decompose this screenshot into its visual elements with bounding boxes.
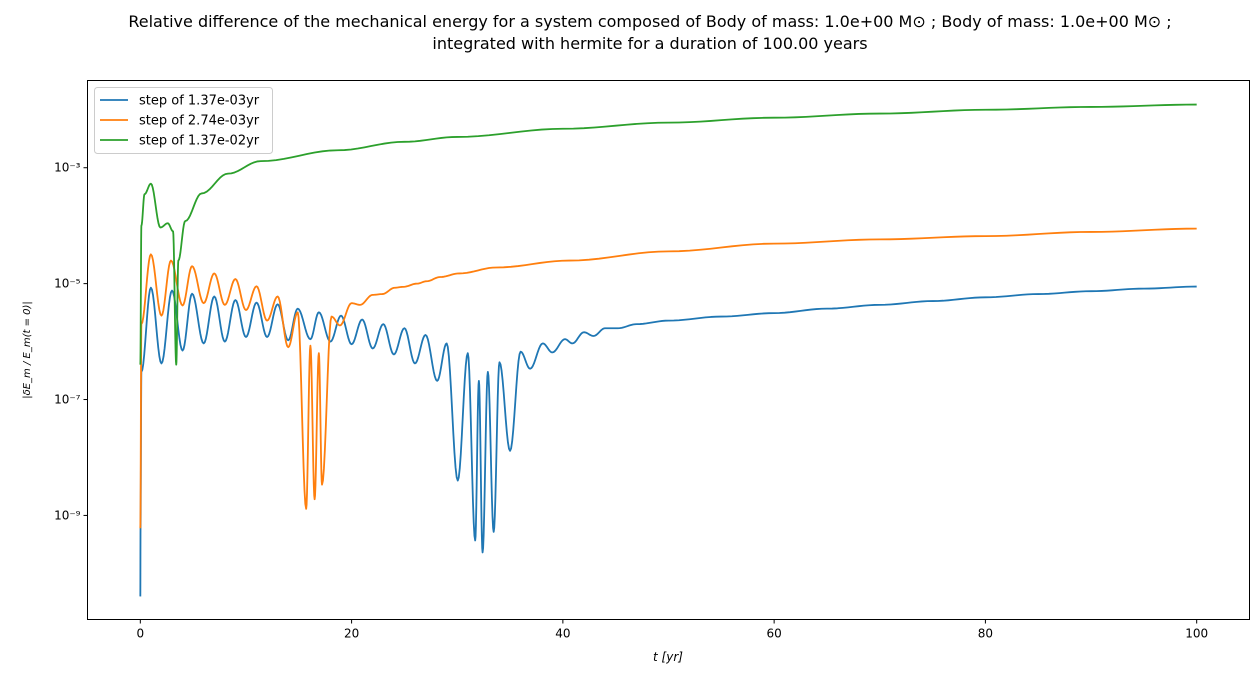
x-tick-label: 40: [555, 627, 570, 641]
legend-label-2: step of 2.74e-03yr: [139, 114, 260, 129]
y-tick-label: 10⁻⁷: [54, 393, 81, 407]
legend-box: [94, 87, 273, 154]
legend: step of 1.37e-03yr step of 2.74e-03yr step…: [94, 87, 273, 154]
x-tick-label: 100: [1185, 627, 1208, 641]
legend-label-1: step of 1.37e-03yr: [139, 94, 260, 109]
y-tick-label: 10⁻³: [54, 161, 81, 175]
x-axis-label: t [yr]: [653, 650, 683, 664]
series-line-3: [139, 103, 1197, 366]
series-layer: [139, 103, 1197, 597]
y-axis: 10⁻⁹ 10⁻⁷ 10⁻⁵ 10⁻³: [54, 161, 88, 522]
series-line-2: [139, 227, 1197, 529]
x-axis: 0 20 40 60 80 100: [136, 619, 1208, 641]
plot-frame: [87, 80, 1250, 620]
legend-label-3: step of 1.37e-02yr: [139, 134, 260, 149]
x-tick-label: 60: [766, 627, 781, 641]
y-tick-label: 10⁻⁵: [54, 277, 81, 291]
chart-title-line-2: integrated with hermite for a duration o…: [432, 34, 867, 53]
x-tick-label: 0: [136, 627, 144, 641]
x-tick-label: 20: [344, 627, 359, 641]
chart-title-line-1: Relative difference of the mechanical en…: [128, 12, 1171, 31]
y-axis-label: |δE_m / E_m(t = 0)|: [22, 301, 33, 399]
series-line-1: [139, 285, 1197, 597]
y-tick-label: 10⁻⁹: [54, 508, 81, 522]
x-tick-label: 80: [978, 627, 993, 641]
